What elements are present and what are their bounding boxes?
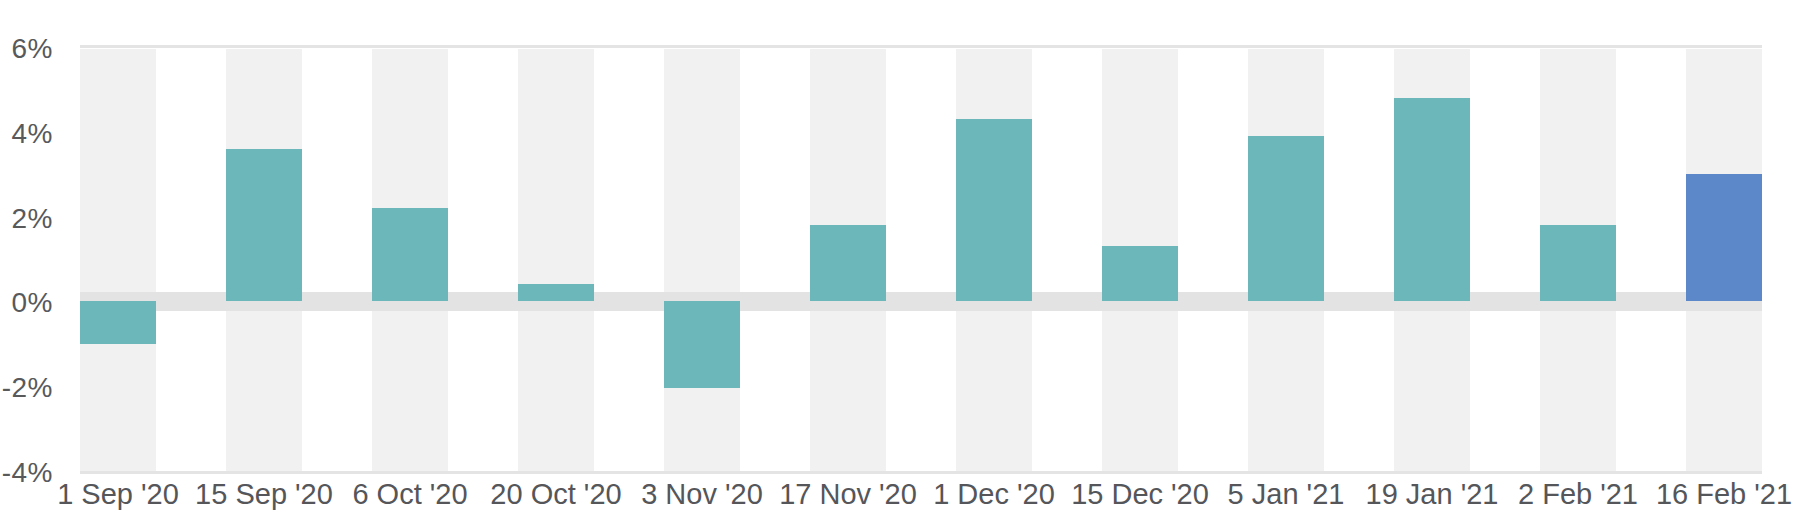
bar-5-jan-21[interactable] (1248, 136, 1324, 301)
bar-1-dec-20[interactable] (956, 119, 1032, 301)
bars-layer (80, 47, 1762, 471)
x-tick-label: 16 Feb '21 (1624, 478, 1816, 511)
bar-20-oct-20[interactable] (518, 284, 594, 301)
bar-1-sep-20[interactable] (80, 301, 156, 343)
y-tick-label: 4% (0, 119, 53, 149)
x-axis: 1 Sep '2015 Sep '206 Oct '2020 Oct '203 … (80, 478, 1762, 514)
bar-19-jan-21[interactable] (1394, 98, 1470, 302)
bar-15-dec-20[interactable] (1102, 246, 1178, 301)
bar-16-feb-21[interactable] (1686, 174, 1762, 301)
bar-chart: 6%4%2%0%-2%-4% 1 Sep '2015 Sep '206 Oct … (0, 0, 1816, 520)
bar-6-oct-20[interactable] (372, 208, 448, 301)
y-tick-label: 6% (0, 34, 53, 64)
y-axis: 6%4%2%0%-2%-4% (0, 47, 56, 471)
bar-15-sep-20[interactable] (226, 149, 302, 302)
bar-3-nov-20[interactable] (664, 301, 740, 388)
bar-2-feb-21[interactable] (1540, 225, 1616, 301)
gridline-bottom (80, 471, 1762, 474)
y-tick-label: 2% (0, 204, 53, 234)
y-tick-label: 0% (0, 288, 53, 318)
plot-area (80, 47, 1762, 471)
bar-17-nov-20[interactable] (810, 225, 886, 301)
y-tick-label: -2% (0, 373, 53, 403)
